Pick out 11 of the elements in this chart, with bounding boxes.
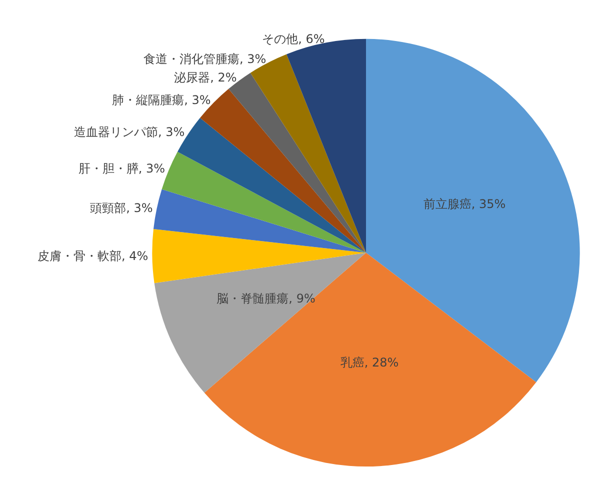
slice-label: 泌尿器, 2% <box>174 70 237 84</box>
slice-label: その他, 6% <box>262 32 325 46</box>
slice-label: 皮膚・骨・軟部, 4% <box>38 249 148 264</box>
slice-label: 造血器リンパ節, 3% <box>74 125 185 140</box>
slice-label: 脳・脊髄腫瘍, 9% <box>216 291 316 306</box>
slice-label: 肺・縦隔腫瘍, 3% <box>112 92 211 107</box>
slice-label: 肝・胆・膵, 3% <box>78 162 166 176</box>
slice-label: 食道・消化管腫瘍, 3% <box>144 52 266 66</box>
slice-label: 乳癌, 28% <box>340 356 399 370</box>
slice-label: 前立腺癌, 35% <box>423 196 506 211</box>
slice-label: 頭頸部, 3% <box>90 201 153 216</box>
